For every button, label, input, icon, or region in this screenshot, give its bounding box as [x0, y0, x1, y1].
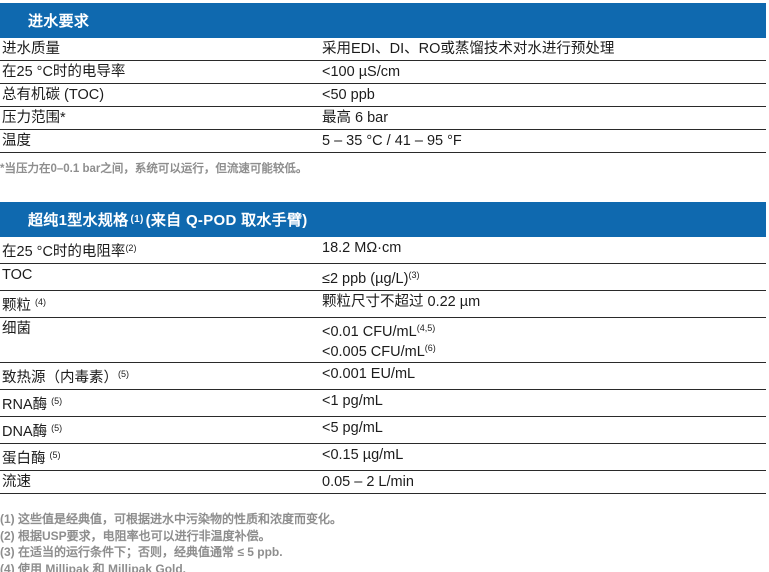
row-label: 蛋白酶 (5) [2, 450, 61, 467]
header-footnote-marker: (1) [130, 214, 144, 225]
table-row: 致热源（内毒素）(5) <0.001 EU/mL [0, 363, 766, 390]
footnote-marker: (4,5) [416, 323, 436, 333]
row-label: 颗粒 (4) [2, 297, 47, 314]
footnote-line: (2) 根据USP要求，电阻率也可以进行非温度补偿。 [0, 528, 271, 543]
row-value: 颗粒尺寸不超过 0.22 µm [322, 294, 481, 310]
pressure-footnote: *当压力在0–0.1 bar之间，系统可以运行，但流速可能较低。 [0, 163, 308, 175]
table-row: 细菌 <0.01 CFU/mL(4,5) <0.005 CFU/mL(6) [0, 318, 766, 363]
footnote-marker: (5) [51, 423, 63, 433]
table-row: TOC ≤2 ppb (µg/L)(3) [0, 264, 766, 291]
row-value: <0.01 CFU/mL(4,5) <0.005 CFU/mL(6) [322, 320, 766, 360]
table-row: DNA酶 (5) <5 pg/mL [0, 417, 766, 444]
footnotes-block: (1) 这些值是经典值，可根据进水中污染物的性质和浓度而变化。 (2) 根据US… [0, 511, 769, 572]
footnote-marker: (5) [118, 369, 129, 379]
row-label: 细菌 [2, 321, 31, 337]
feed-water-table-title: 进水要求 [28, 13, 90, 30]
row-label: RNA酶 (5) [2, 396, 63, 413]
row-label: 在25 °C时的电导率 [2, 64, 126, 80]
table-row: 流速 0.05 – 2 L/min [0, 471, 766, 494]
footnote-marker: (3) [408, 270, 420, 280]
footnote-marker: (5) [51, 396, 63, 406]
ultrapure-table-title: 超纯1型水规格 [28, 212, 129, 229]
row-label: 在25 °C时的电阻率(2) [2, 243, 137, 260]
table-row: 压力范围* 最高 6 bar [0, 107, 766, 130]
footnote-marker: (2) [125, 243, 137, 253]
row-value: <0.15 µg/mL [322, 447, 404, 463]
row-value: 最高 6 bar [322, 110, 389, 126]
footnote-line: (1) 这些值是经典值，可根据进水中污染物的性质和浓度而变化。 [0, 512, 343, 526]
table-row: 蛋白酶 (5) <0.15 µg/mL [0, 444, 766, 471]
row-value: 18.2 MΩ·cm [322, 240, 402, 256]
table-row: 总有机碳 (TOC) <50 ppb [0, 84, 766, 107]
row-value: ≤2 ppb (µg/L)(3) [322, 270, 420, 287]
row-label: 压力范围* [2, 110, 66, 126]
row-label: 致热源（内毒素）(5) [2, 369, 129, 386]
value-line-2: <0.005 CFU/mL(6) [322, 342, 436, 360]
feed-water-table-header: 进水要求 [0, 3, 766, 38]
row-label: 流速 [2, 474, 31, 490]
footnote-marker: (6) [424, 342, 436, 353]
table-row: RNA酶 (5) <1 pg/mL [0, 390, 766, 417]
table-row: 颗粒 (4) 颗粒尺寸不超过 0.22 µm [0, 291, 766, 318]
row-label: 温度 [2, 133, 31, 149]
row-value: <50 ppb [322, 87, 375, 103]
table-row: 在25 °C时的电导率 <100 µS/cm [0, 61, 766, 84]
table-row: 在25 °C时的电阻率(2) 18.2 MΩ·cm [0, 237, 766, 264]
row-value: <5 pg/mL [322, 420, 383, 436]
row-label: 进水质量 [2, 41, 60, 57]
row-value: 5 – 35 °C / 41 – 95 °F [322, 133, 462, 149]
footnote-marker: (5) [49, 450, 61, 460]
footnote-marker: (4) [35, 297, 47, 307]
footnote-line: (3) 在适当的运行条件下；否则，经典值通常 ≤ 5 ppb. [0, 545, 283, 559]
row-label: DNA酶 (5) [2, 423, 63, 440]
table-row: 进水质量 采用EDI、DI、RO或蒸馏技术对水进行预处理 [0, 38, 766, 61]
value-line-1: <0.01 CFU/mL(4,5) [322, 323, 436, 340]
ultrapure-table-header: 超纯1型水规格 (1) (来自 Q-POD 取水手臂) [0, 202, 766, 237]
row-value: <1 pg/mL [322, 393, 383, 409]
feed-water-requirements-table: 进水要求 进水质量 采用EDI、DI、RO或蒸馏技术对水进行预处理 在25 °C… [0, 3, 766, 176]
spacer [0, 176, 769, 202]
ultrapure-table-title-suffix: (来自 Q-POD 取水手臂) [145, 212, 308, 229]
row-label: TOC [2, 267, 33, 283]
ultrapure-water-spec-table: 超纯1型水规格 (1) (来自 Q-POD 取水手臂) 在25 °C时的电阻率(… [0, 202, 766, 494]
table-row: 温度 5 – 35 °C / 41 – 95 °F [0, 130, 766, 153]
row-label: 总有机碳 (TOC) [2, 87, 105, 103]
row-value: <100 µS/cm [322, 64, 401, 80]
footnote-line: (4) 使用 Millipak 和 Millipak Gold. [0, 561, 187, 572]
row-value: 采用EDI、DI、RO或蒸馏技术对水进行预处理 [322, 41, 615, 57]
row-value: 0.05 – 2 L/min [322, 474, 414, 490]
row-value: <0.001 EU/mL [322, 366, 416, 382]
